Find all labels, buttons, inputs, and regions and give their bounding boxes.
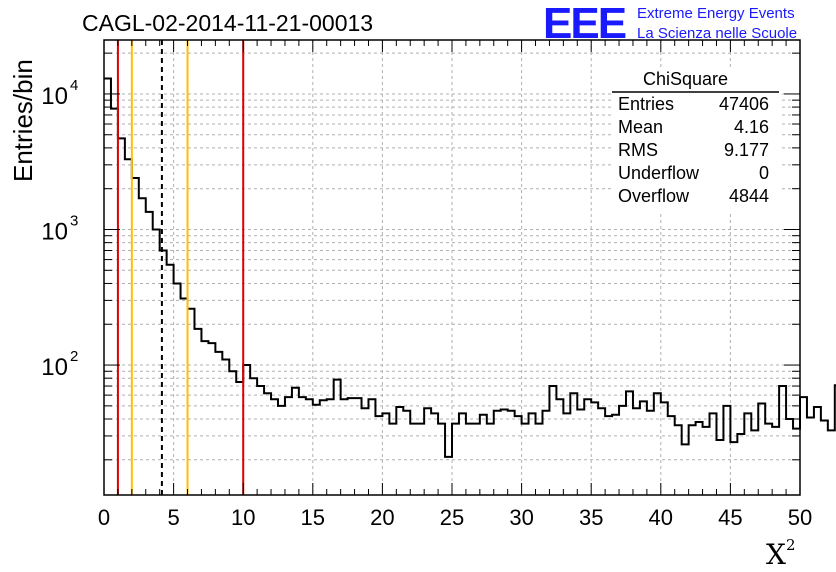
histogram-step-line	[104, 77, 836, 458]
stats-box-title: ChiSquare	[643, 69, 728, 89]
logo-line-1: Extreme Energy Events	[637, 5, 795, 22]
x-tick-label: 40	[649, 505, 673, 530]
stats-row-label: RMS	[618, 140, 658, 160]
x-tick-label: 15	[301, 505, 325, 530]
x-tick-label: 30	[509, 505, 533, 530]
x-tick-label: 10	[231, 505, 255, 530]
x-axis-label-base: X	[766, 538, 786, 571]
y-tick-label-exponent: 2	[70, 348, 78, 365]
stats-row-value: 4844	[729, 186, 769, 206]
x-tick-label: 35	[579, 505, 603, 530]
y-tick-label: 10	[41, 218, 68, 245]
stats-row-value: 4.16	[734, 117, 769, 137]
y-tick-label: 10	[41, 354, 68, 381]
x-tick-label: 20	[370, 505, 394, 530]
stats-row-value: 9.177	[724, 140, 769, 160]
y-tick-label-base: 10	[41, 218, 68, 245]
y-axis-label: Entries/bin	[8, 59, 38, 182]
stats-row-label: Mean	[618, 117, 663, 137]
x-tick-label: 45	[718, 505, 742, 530]
stats-row-label: Overflow	[618, 186, 690, 206]
x-tick-label: 25	[440, 505, 464, 530]
stats-row-value: 47406	[719, 94, 769, 114]
x-axis-label-exponent: 2	[785, 536, 796, 554]
y-tick-label-exponent: 3	[70, 212, 78, 229]
stats-row-label: Entries	[618, 94, 674, 114]
eee-logo: EEE	[543, 0, 627, 48]
x-tick-label: 50	[788, 505, 812, 530]
x-axis-label: X2	[766, 536, 795, 571]
y-tick-label-exponent: 4	[70, 77, 78, 94]
logo-line-2: La Scienza nelle Scuole	[637, 25, 798, 42]
y-tick-label-base: 10	[41, 354, 68, 381]
stats-row-value: 0	[759, 163, 769, 183]
x-tick-label: 0	[98, 505, 110, 530]
y-tick-label: 10	[41, 83, 68, 110]
y-tick-label-base: 10	[41, 83, 68, 110]
chart-title: CAGL-02-2014-11-21-00013	[82, 10, 374, 36]
stats-row-label: Underflow	[618, 163, 700, 183]
x-tick-label: 5	[167, 505, 179, 530]
